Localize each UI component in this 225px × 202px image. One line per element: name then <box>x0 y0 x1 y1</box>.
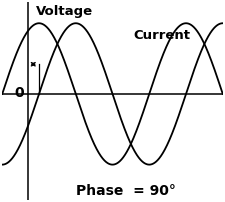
Text: Phase  = 90°: Phase = 90° <box>76 184 176 199</box>
Text: Current: Current <box>133 29 190 42</box>
Text: Voltage: Voltage <box>36 5 93 18</box>
Text: 0: 0 <box>14 85 24 100</box>
